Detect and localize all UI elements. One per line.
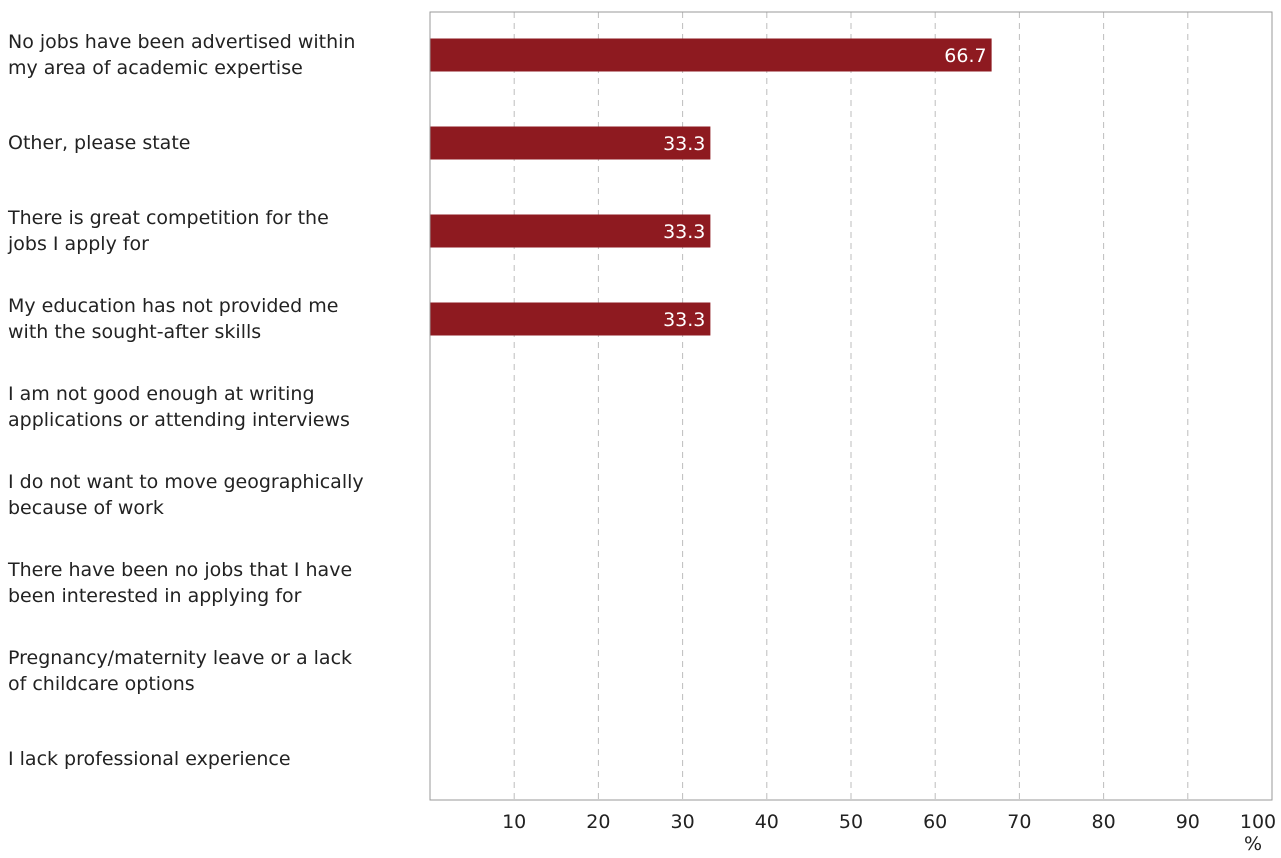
category-label: Other, please state [8, 132, 191, 154]
plot-frame [429, 11, 1273, 801]
category-label: I am not good enough at writing applicat… [8, 383, 350, 431]
category-label: There is great competition for the jobs … [8, 207, 329, 255]
x-tick-label: 100 [1240, 811, 1276, 833]
x-tick-label: 20 [586, 811, 610, 833]
bar-value-label: 33.3 [663, 221, 705, 243]
x-tick-label: 70 [1007, 811, 1031, 833]
x-tick-label: 10 [502, 811, 526, 833]
bar [430, 214, 711, 248]
x-tick-label: 50 [839, 811, 863, 833]
bars: 66.7 33.3 33.3 33.3 [430, 38, 992, 336]
category-label: I lack professional experience [8, 748, 291, 770]
bar-value-label: 66.7 [944, 45, 986, 67]
category-label: No jobs have been advertised within my a… [8, 31, 356, 79]
category-label: There have been no jobs that I have been… [8, 559, 353, 607]
x-tick-label: 40 [755, 811, 779, 833]
bar [430, 302, 711, 336]
x-tick-label: 80 [1092, 811, 1116, 833]
x-tick-label: 30 [671, 811, 695, 833]
category-label: I do not want to move geographically bec… [8, 471, 364, 519]
category-label: Pregnancy/maternity leave or a lack of c… [8, 647, 353, 695]
x-tick-label: 60 [923, 811, 947, 833]
category-label: My education has not provided me with th… [8, 295, 339, 343]
bar-value-label: 33.3 [663, 309, 705, 331]
bar [430, 38, 992, 72]
x-axis-unit: % [1244, 833, 1262, 855]
x-tick-label: 90 [1176, 811, 1200, 833]
x-axis-ticks: 10 20 30 40 50 60 70 80 90 100 [502, 811, 1276, 833]
bar [430, 126, 711, 160]
bar-value-label: 33.3 [663, 133, 705, 155]
